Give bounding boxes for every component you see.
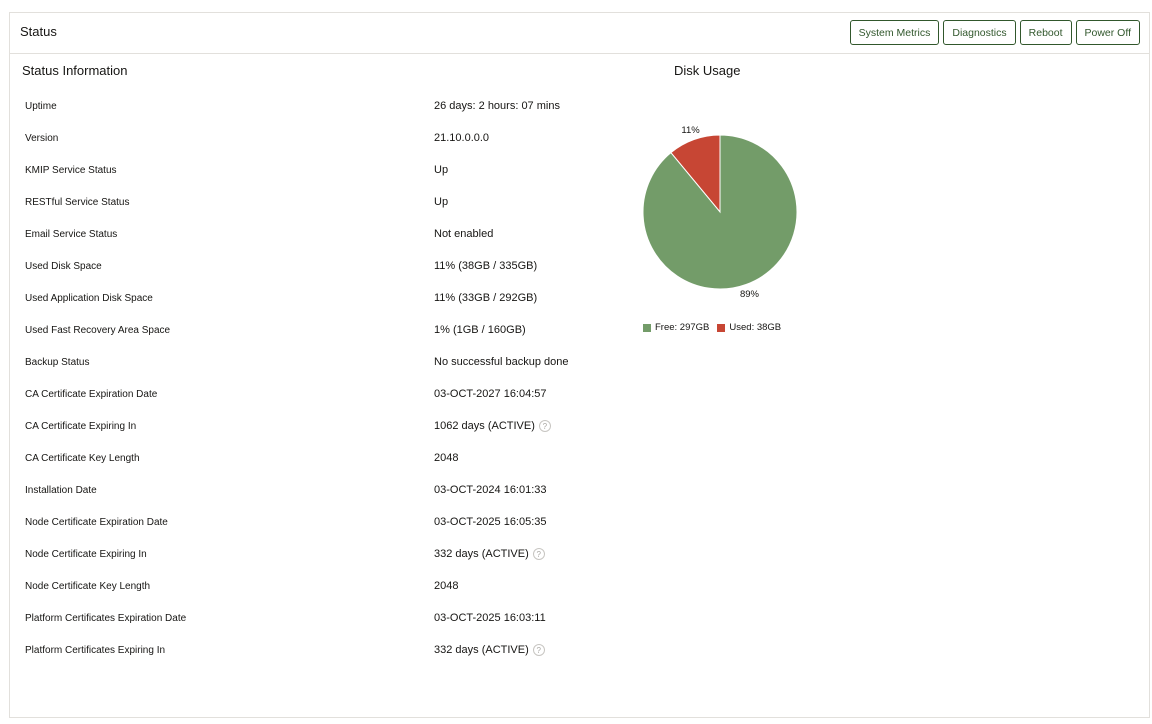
status-row: CA Certificate Key Length 2048: [25, 448, 585, 480]
help-icon[interactable]: ?: [538, 420, 551, 432]
status-row-label: Uptime: [25, 101, 57, 112]
status-row-label: KMIP Service Status: [25, 165, 117, 176]
status-row: Platform Certificates Expiring In 332 day…: [25, 640, 585, 672]
status-row-value-text: 11% (33GB / 292GB): [434, 292, 538, 304]
status-row-value: No successful backup done: [434, 356, 569, 368]
status-row: Uptime 26 days: 2 hours: 07 mins: [25, 96, 585, 128]
status-row-value: 1% (1GB / 160GB): [434, 324, 526, 336]
status-row-value: 26 days: 2 hours: 07 mins: [434, 100, 560, 112]
status-row-value-text: Not enabled: [434, 228, 494, 240]
legend-label: Free: 297GB: [655, 322, 710, 333]
status-row: Node Certificate Expiring In 332 days (AC…: [25, 544, 585, 576]
status-row-label: Platform Certificates Expiration Date: [25, 613, 187, 624]
status-row: Email Service Status Not enabled: [25, 224, 585, 256]
status-row-value: 03-OCT-2024 16:01:33: [434, 484, 547, 496]
status-information-list: Uptime 26 days: 2 hours: 07 mins Version 21…: [25, 96, 585, 672]
status-row-value-text: 1% (1GB / 160GB): [434, 324, 526, 336]
status-row: RESTful Service Status Up: [25, 192, 585, 224]
status-row-value-text: 332 days (ACTIVE): [434, 644, 529, 656]
status-row: Node Certificate Key Length 2048: [25, 576, 585, 608]
status-row-value-text: Up: [434, 196, 449, 208]
disk-usage-legend: Free: 297GB Used: 38GB: [643, 322, 781, 333]
status-row-value-text: 332 days (ACTIVE): [434, 548, 529, 560]
status-row-value-text: Up: [434, 164, 449, 176]
status-row-label: Version: [25, 133, 59, 144]
legend-label: Used: 38GB: [729, 322, 782, 333]
panel-header: Status System Metrics Diagnostics Reboot…: [10, 13, 1149, 54]
status-row: Platform Certificates Expiration Date 03-…: [25, 608, 585, 640]
status-row-label: Backup Status: [25, 357, 90, 368]
status-row-label: RESTful Service Status: [25, 197, 130, 208]
legend-swatch: [643, 323, 651, 332]
status-row-value-text: 21.10.0.0.0: [434, 132, 490, 144]
status-information-title: Status Information: [22, 63, 128, 78]
status-row-label: CA Certificate Expiring In: [25, 421, 137, 432]
status-row-value-text: 03-OCT-2024 16:01:33: [434, 484, 547, 496]
status-row-value-text: 2048: [434, 580, 459, 592]
help-icon[interactable]: ?: [532, 644, 545, 656]
status-row: Used Disk Space 11% (38GB / 335GB): [25, 256, 585, 288]
help-icon[interactable]: ?: [532, 548, 545, 560]
status-row-value: 11% (33GB / 292GB): [434, 292, 537, 304]
status-row: Used Fast Recovery Area Space 1% (1GB / 1…: [25, 320, 585, 352]
status-row-label: Used Application Disk Space: [25, 293, 153, 304]
status-row-label: Node Certificate Key Length: [25, 581, 151, 592]
diagnostics-button[interactable]: Diagnostics: [943, 20, 1016, 45]
status-row-value-text: 11% (38GB / 335GB): [434, 260, 538, 272]
disk-usage-title: Disk Usage: [674, 63, 741, 78]
status-row-value-text: 03-OCT-2025 16:05:35: [434, 516, 547, 528]
pie-slice-free[interactable]: [642, 134, 798, 290]
status-row-value: Not enabled: [434, 228, 493, 240]
status-row-value-text: 03-OCT-2025 16:03:11: [434, 612, 546, 624]
status-row-value: Up: [434, 196, 448, 208]
status-row: KMIP Service Status Up: [25, 160, 585, 192]
status-row-value-text: No successful backup done: [434, 356, 569, 368]
status-row-value-text: 1062 days (ACTIVE): [434, 420, 535, 432]
status-row-value: 1062 days (ACTIVE)?: [434, 420, 551, 432]
legend-swatch: [717, 323, 726, 332]
status-row-label: CA Certificate Key Length: [25, 453, 140, 464]
system-metrics-button[interactable]: System Metrics: [849, 20, 940, 45]
status-row: CA Certificate Expiring In 1062 days (ACT…: [25, 416, 585, 448]
status-row: Version 21.10.0.0.0: [25, 128, 585, 160]
status-row-label: Node Certificate Expiration Date: [25, 517, 168, 528]
status-row-value-text: 2048: [434, 452, 459, 464]
status-row-label: Platform Certificates Expiring In: [25, 645, 166, 656]
status-row-value: 03-OCT-2025 16:03:11: [434, 612, 546, 624]
status-row: Node Certificate Expiration Date 03-OCT-2…: [25, 512, 585, 544]
pie-slice-label: 11%: [681, 125, 700, 136]
status-row-value: 11% (38GB / 335GB): [434, 260, 537, 272]
status-row-value: 332 days (ACTIVE)?: [434, 644, 545, 656]
status-row-label: Installation Date: [25, 485, 97, 496]
reboot-button[interactable]: Reboot: [1019, 20, 1072, 45]
status-row: Installation Date 03-OCT-2024 16:01:33: [25, 480, 585, 512]
status-row-value: 03-OCT-2027 16:04:57: [434, 388, 547, 400]
pie-slice-label: 89%: [740, 289, 760, 300]
status-row-label: CA Certificate Expiration Date: [25, 389, 158, 400]
status-row-value: 2048: [434, 452, 458, 464]
status-row-label: Node Certificate Expiring In: [25, 549, 147, 560]
status-row-value: 21.10.0.0.0: [434, 132, 489, 144]
status-row-value: Up: [434, 164, 448, 176]
status-row-value-text: 03-OCT-2027 16:04:57: [434, 388, 547, 400]
status-row: Used Application Disk Space 11% (33GB / 2…: [25, 288, 585, 320]
legend-item: Free: 297GB: [643, 322, 709, 333]
power-off-button[interactable]: Power Off: [1075, 20, 1140, 45]
status-row-label: Used Fast Recovery Area Space: [25, 325, 171, 336]
status-panel: Status System Metrics Diagnostics Reboot…: [9, 12, 1150, 718]
status-row-label: Used Disk Space: [25, 261, 102, 272]
legend-item: Used: 38GB: [717, 322, 781, 333]
page-title: Status: [20, 24, 57, 39]
status-row-label: Email Service Status: [25, 229, 118, 240]
toolbar: System Metrics Diagnostics Reboot Power …: [849, 20, 1140, 45]
status-row: CA Certificate Expiration Date 03-OCT-202…: [25, 384, 585, 416]
status-row-value: 03-OCT-2025 16:05:35: [434, 516, 547, 528]
disk-usage-pie-chart: 11% 89%: [642, 125, 798, 300]
status-row-value: 2048: [434, 580, 458, 592]
status-row: Backup Status No successful backup done: [25, 352, 585, 384]
status-row-value: 332 days (ACTIVE)?: [434, 548, 545, 560]
status-row-value-text: 26 days: 2 hours: 07 mins: [434, 100, 560, 112]
